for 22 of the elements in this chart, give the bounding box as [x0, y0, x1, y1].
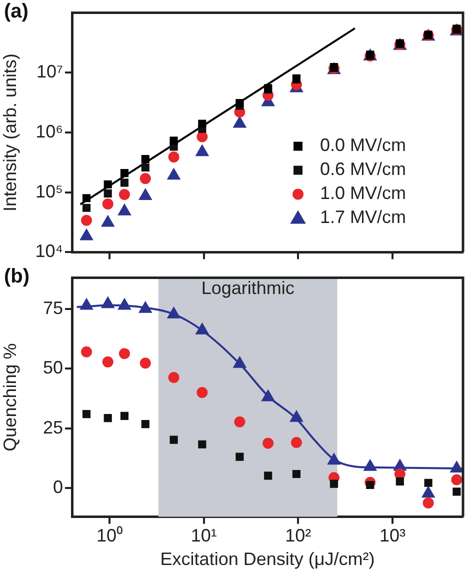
- legend-label: 0.0 MV/cm: [320, 135, 406, 156]
- y-tick-label: 10⁴: [35, 241, 63, 262]
- text: (b): [4, 266, 30, 288]
- y-tick-label: 75: [42, 298, 63, 318]
- y-tick-label: 25: [42, 417, 63, 438]
- x-tick-label: 10²: [285, 526, 312, 546]
- y-tick-label: 10⁶: [36, 121, 63, 142]
- y-tick-label: 10⁵: [36, 181, 63, 202]
- band-label: Logarithmic: [201, 278, 294, 298]
- text: (a): [4, 0, 28, 23]
- legend-label: 1.0 MV/cm: [320, 183, 406, 204]
- x-tick-label: 10⁰: [96, 526, 123, 546]
- y-tick-label: 10⁷: [36, 62, 63, 82]
- y-tick-label: 50: [42, 358, 63, 378]
- x-axis-title: Excitation Density (μJ/cm²): [160, 549, 375, 570]
- x-tick-label: 10³: [379, 526, 406, 546]
- legend-label: 1.7 MV/cm: [320, 207, 406, 228]
- y-axis-title: Intensity (arb. units): [0, 53, 20, 212]
- legend-label: 0.6 MV/cm: [320, 159, 406, 180]
- y-axis-title: Quenching %: [0, 343, 20, 452]
- x-tick-label: 10¹: [190, 526, 217, 546]
- y-tick-label: 0: [52, 477, 63, 498]
